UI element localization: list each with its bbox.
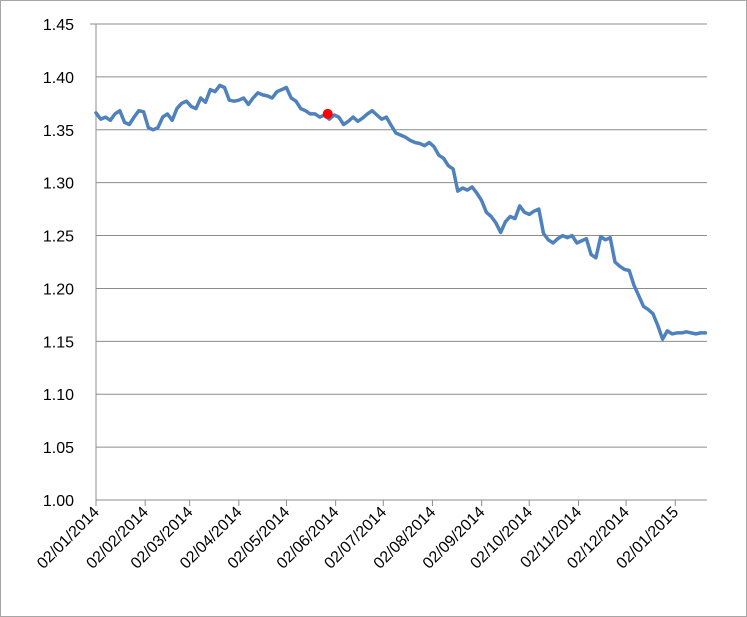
axes bbox=[90, 23, 707, 506]
series-layer bbox=[94, 83, 708, 341]
y-tick-label: 1.45 bbox=[43, 17, 74, 34]
y-tick-label: 1.20 bbox=[43, 281, 74, 298]
series-line bbox=[94, 83, 708, 341]
y-tick-label: 1.05 bbox=[43, 440, 74, 457]
x-axis-tick-labels: 02/01/201402/02/201402/03/201402/04/2014… bbox=[34, 504, 682, 573]
y-tick-label: 1.25 bbox=[43, 229, 74, 246]
y-tick-label: 1.40 bbox=[43, 70, 74, 87]
y-tick-label: 1.30 bbox=[43, 176, 74, 193]
highlight-point bbox=[322, 108, 333, 119]
y-tick-label: 1.00 bbox=[43, 493, 74, 510]
y-axis-tick-labels: 1.00 1.05 1.10 1.15 1.20 1.25 1.30 1.35 1.40 1.45 bbox=[43, 17, 74, 510]
y-tick-label: 1.10 bbox=[43, 387, 74, 404]
y-tick-label: 1.35 bbox=[43, 123, 74, 140]
gridlines bbox=[96, 23, 707, 448]
y-tick-label: 1.15 bbox=[43, 334, 74, 351]
